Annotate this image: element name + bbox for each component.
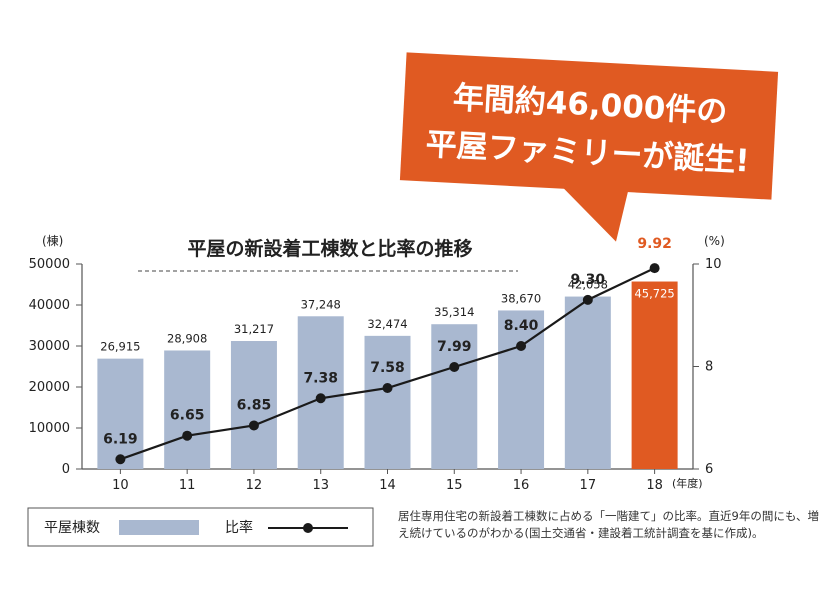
bar-value-label: 37,248	[301, 297, 341, 311]
ratio-point	[449, 362, 460, 373]
ratio-point	[315, 393, 326, 404]
legend-line-marker	[303, 523, 313, 533]
bar-value-label: 32,474	[367, 317, 407, 331]
left-tick-label: 50000	[29, 257, 70, 272]
ratio-value-label: 8.40	[504, 318, 539, 334]
bar-value-label: 45,725	[634, 287, 674, 301]
ratio-value-label: 9.30	[571, 272, 606, 288]
legend-frame	[27, 507, 374, 547]
ratio-value-label: 7.58	[370, 360, 405, 376]
bar-value-label: 28,908	[167, 331, 207, 345]
ratio-point	[582, 294, 593, 305]
ratio-value-label: 9.92	[637, 236, 672, 252]
x-tick-label: 15	[446, 478, 463, 493]
left-tick-label: 10000	[29, 421, 70, 436]
right-tick-label: 10	[705, 257, 722, 272]
left-tick-label: 30000	[29, 339, 70, 354]
chart-title: 平屋の新設着工棟数と比率の推移	[187, 237, 472, 260]
x-tick-label: 10	[112, 478, 129, 493]
ratio-point	[248, 420, 259, 431]
ratio-point	[516, 341, 527, 351]
callout: 年間約46,000件の 平屋ファミリーが誕生!	[399, 52, 779, 242]
bar-value-label: 26,915	[100, 340, 140, 354]
callout-box	[399, 52, 779, 200]
bar-value-label: 31,217	[234, 322, 274, 336]
ratio-point	[382, 383, 393, 394]
bar	[498, 310, 545, 469]
x-tick-label: 16	[513, 478, 530, 493]
x-unit: (年度)	[672, 476, 703, 490]
bar-highlight	[631, 281, 678, 469]
right-ticks: 6 8 10	[693, 257, 722, 477]
bar-value-label: 35,314	[434, 305, 474, 319]
ratio-value-label: 7.38	[303, 370, 338, 386]
x-tick-label: 12	[246, 478, 263, 493]
left-tick-label: 40000	[29, 298, 70, 313]
bar	[364, 335, 411, 469]
legend-line-label: 比率	[225, 519, 253, 536]
left-tick-label: 0	[62, 462, 70, 477]
bar-value-label: 38,670	[501, 291, 541, 305]
legend-bar-swatch	[119, 520, 199, 535]
bar	[97, 358, 144, 469]
ratio-value-label: 6.65	[170, 408, 205, 424]
footnote: 居住専用住宅の新設着工棟数に占める「一階建て」の比率。直近9年の間にも、増え続け…	[398, 509, 819, 540]
ratio-point	[115, 454, 126, 465]
ratio-line-layer: 6.19 6.65 6.85 7.38 7.58 7.99 8.40 9.30 9.92	[103, 236, 672, 465]
legend-bar-label: 平屋棟数	[44, 520, 100, 536]
bar	[297, 316, 344, 469]
left-tick-label: 20000	[29, 380, 70, 395]
x-tick-label: 13	[312, 478, 329, 493]
left-unit: (棟)	[42, 233, 63, 248]
bar	[230, 341, 277, 469]
x-tick-label: 18	[646, 478, 663, 493]
ratio-value-label: 7.99	[437, 339, 472, 355]
ratio-point	[182, 430, 193, 441]
x-tick-label: 11	[179, 478, 196, 493]
x-tick-label: 14	[379, 478, 396, 493]
x-ticks: 10 11 12 13 14 15 16 17 18	[112, 469, 663, 493]
x-tick-label: 17	[580, 478, 597, 493]
bar	[164, 350, 211, 469]
left-ticks: 0 10000 20000 30000 40000 50000	[29, 257, 82, 477]
bars	[97, 281, 678, 469]
ratio-point	[649, 263, 660, 274]
ratio-value-label: 6.85	[237, 397, 272, 413]
ratio-value-label: 6.19	[103, 431, 138, 447]
right-tick-label: 6	[705, 462, 713, 477]
right-unit: (%)	[704, 234, 725, 248]
bar-labels: 26,915 28,908 31,217 37,248 32,474 35,314 38,6…	[100, 278, 674, 354]
bar	[431, 324, 478, 469]
callout-pointer	[559, 184, 629, 242]
legend: 平屋棟数 比率	[27, 507, 374, 547]
bar	[564, 296, 611, 469]
right-tick-label: 8	[705, 360, 713, 375]
bar-value-label: 42,058	[568, 278, 608, 292]
